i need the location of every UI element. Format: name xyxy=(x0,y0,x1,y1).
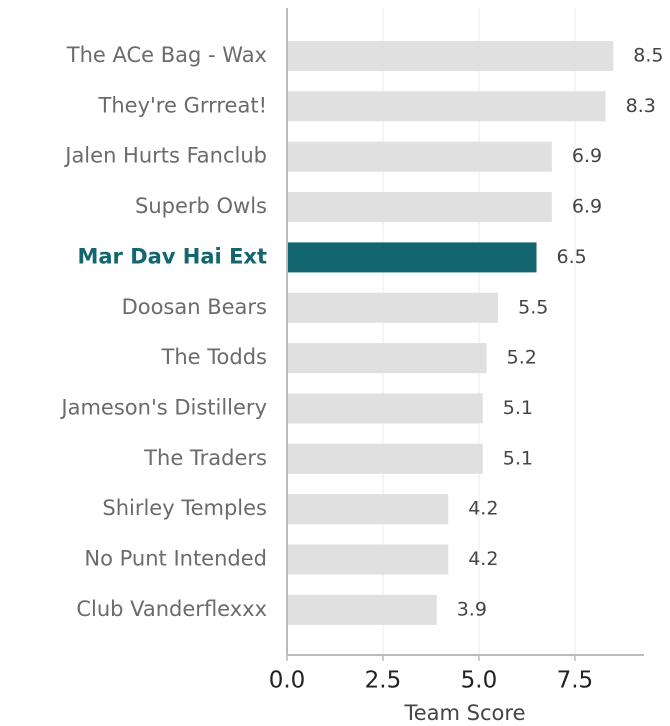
bar xyxy=(287,494,449,525)
value-label: 3.9 xyxy=(457,598,487,620)
x-tick-label: 7.5 xyxy=(557,668,594,694)
value-label: 5.2 xyxy=(507,347,537,369)
bar xyxy=(287,91,606,122)
value-label: 6.5 xyxy=(557,246,587,268)
bar xyxy=(287,292,499,323)
bar xyxy=(287,242,537,273)
value-label: 4.2 xyxy=(468,498,498,520)
bar xyxy=(287,443,483,474)
x-tick-label: 0.0 xyxy=(269,668,306,694)
value-label: 5.1 xyxy=(503,447,533,469)
x-axis-label: Team Score xyxy=(404,701,526,725)
value-label: 5.5 xyxy=(518,296,548,318)
x-tick-label: 5.0 xyxy=(461,668,498,694)
x-tick-label: 2.5 xyxy=(365,668,402,694)
bar xyxy=(287,192,552,223)
bar xyxy=(287,343,487,374)
category-label: Jalen Hurts Fanclub xyxy=(63,144,267,168)
bar xyxy=(287,41,614,71)
bar xyxy=(287,544,449,575)
value-label: 5.1 xyxy=(503,397,533,419)
category-label: No Punt Intended xyxy=(84,547,267,571)
category-label: The ACe Bag - Wax xyxy=(66,43,267,67)
category-label: Superb Owls xyxy=(135,194,267,218)
bar xyxy=(287,141,552,172)
category-label: They're Grrreat! xyxy=(98,93,267,117)
value-label: 8.5 xyxy=(633,45,663,67)
category-label: Mar Dav Hai Ext xyxy=(77,244,267,268)
category-label: Jameson's Distillery xyxy=(59,395,267,419)
category-label: The Todds xyxy=(161,345,267,369)
bar xyxy=(287,594,437,625)
bar xyxy=(287,393,483,424)
category-label: Club Vanderflexxx xyxy=(76,597,267,621)
value-label: 8.3 xyxy=(626,95,656,117)
category-label: Doosan Bears xyxy=(122,295,267,319)
value-label: 6.9 xyxy=(572,196,602,218)
value-label: 4.2 xyxy=(468,548,498,570)
category-label: Shirley Temples xyxy=(102,496,267,520)
category-label: The Traders xyxy=(143,446,267,470)
value-label: 6.9 xyxy=(572,145,602,167)
